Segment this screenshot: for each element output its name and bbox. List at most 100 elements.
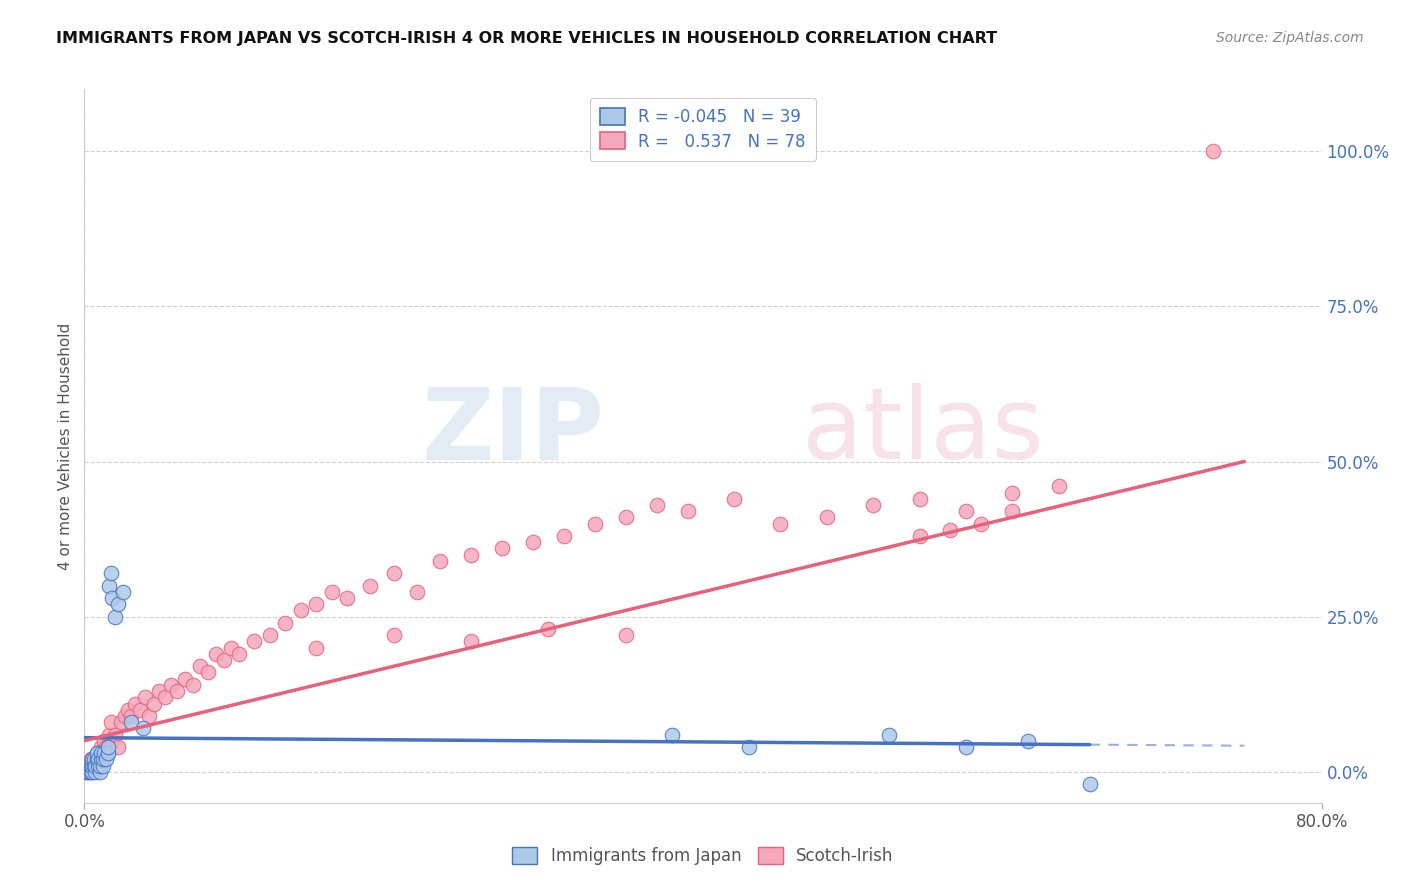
Point: [84, 764, 107, 779]
Point: [676, 504, 699, 518]
Point: [101, 591, 124, 605]
Point: [553, 529, 575, 543]
Point: [98, 727, 121, 741]
Point: [91, 752, 114, 766]
Point: [82, 752, 104, 766]
Point: [129, 703, 152, 717]
Point: [98, 579, 121, 593]
Point: [94, 752, 117, 766]
Point: [96, 746, 118, 760]
Point: [259, 628, 281, 642]
Point: [205, 647, 228, 661]
Point: [537, 622, 560, 636]
Point: [100, 715, 122, 730]
Point: [166, 684, 188, 698]
Text: Source: ZipAtlas.com: Source: ZipAtlas.com: [1216, 31, 1364, 45]
Point: [290, 603, 312, 617]
Point: [614, 628, 637, 642]
Point: [84, 752, 107, 766]
Point: [738, 739, 761, 754]
Point: [75, 764, 97, 779]
Point: [114, 709, 136, 723]
Point: [83, 758, 105, 772]
Point: [132, 722, 155, 736]
Point: [181, 678, 204, 692]
Text: ZIP: ZIP: [422, 384, 605, 480]
Point: [769, 516, 792, 531]
Point: [93, 733, 115, 747]
Point: [79, 764, 101, 779]
Point: [305, 597, 328, 611]
Point: [89, 746, 111, 760]
Point: [120, 709, 142, 723]
Point: [96, 739, 118, 754]
Point: [197, 665, 219, 680]
Point: [76, 764, 98, 779]
Point: [522, 535, 544, 549]
Point: [79, 752, 101, 766]
Point: [87, 752, 110, 766]
Point: [723, 491, 745, 506]
Point: [815, 510, 838, 524]
Point: [429, 554, 451, 568]
Point: [83, 758, 105, 772]
Point: [143, 697, 166, 711]
Point: [107, 739, 129, 754]
Point: [77, 764, 100, 779]
Point: [82, 764, 104, 779]
Point: [134, 690, 156, 705]
Point: [382, 566, 405, 581]
Point: [76, 758, 98, 772]
Point: [939, 523, 962, 537]
Point: [91, 758, 114, 772]
Point: [100, 566, 122, 581]
Point: [243, 634, 266, 648]
Point: [110, 715, 132, 730]
Point: [862, 498, 884, 512]
Point: [82, 758, 104, 772]
Point: [1001, 485, 1024, 500]
Point: [336, 591, 359, 605]
Text: atlas: atlas: [801, 384, 1043, 480]
Point: [77, 758, 100, 772]
Point: [908, 529, 931, 543]
Point: [87, 752, 110, 766]
Point: [117, 703, 139, 717]
Point: [96, 746, 118, 760]
Point: [661, 727, 683, 741]
Point: [91, 752, 114, 766]
Point: [90, 739, 112, 754]
Point: [1202, 145, 1225, 159]
Point: [89, 758, 111, 772]
Point: [614, 510, 637, 524]
Point: [82, 752, 104, 766]
Point: [955, 504, 977, 518]
Text: IMMIGRANTS FROM JAPAN VS SCOTCH-IRISH 4 OR MORE VEHICLES IN HOUSEHOLD CORRELATIO: IMMIGRANTS FROM JAPAN VS SCOTCH-IRISH 4 …: [56, 31, 997, 46]
Point: [124, 697, 146, 711]
Point: [86, 752, 108, 766]
Point: [104, 609, 127, 624]
Point: [153, 690, 176, 705]
Point: [138, 709, 160, 723]
Point: [212, 653, 235, 667]
Point: [120, 715, 142, 730]
Point: [84, 758, 107, 772]
Point: [83, 752, 105, 766]
Point: [93, 746, 115, 760]
Point: [89, 764, 111, 779]
Point: [228, 647, 250, 661]
Point: [877, 727, 900, 741]
Point: [274, 615, 297, 630]
Point: [188, 659, 211, 673]
Point: [1078, 777, 1101, 791]
Point: [1017, 733, 1039, 747]
Point: [583, 516, 606, 531]
Point: [79, 758, 101, 772]
Point: [970, 516, 993, 531]
Point: [112, 584, 135, 599]
Point: [1047, 479, 1070, 493]
Point: [305, 640, 328, 655]
Point: [219, 640, 242, 655]
Legend: Immigrants from Japan, Scotch-Irish: Immigrants from Japan, Scotch-Irish: [506, 840, 900, 872]
Point: [460, 548, 482, 562]
